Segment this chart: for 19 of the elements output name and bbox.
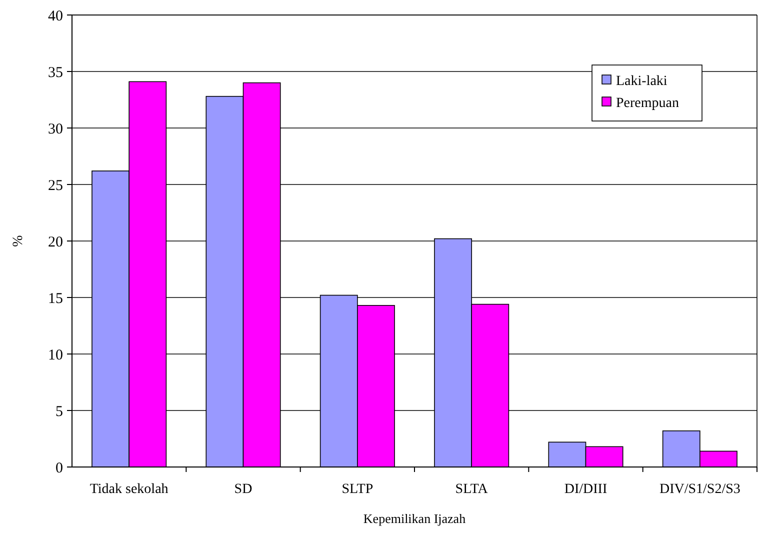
legend-label: Perempuan bbox=[616, 96, 679, 111]
x-tick-label: DI/DIII bbox=[564, 482, 608, 497]
legend-label: Laki-laki bbox=[616, 74, 668, 89]
x-tick-label: SLTA bbox=[455, 482, 489, 497]
y-tick-label: 10 bbox=[48, 347, 63, 364]
y-tick-label: 35 bbox=[48, 64, 63, 81]
y-tick-label: 30 bbox=[48, 121, 63, 138]
x-axis-title: Kepemilikan Ijazah bbox=[363, 511, 466, 526]
y-tick-label: 0 bbox=[56, 460, 63, 476]
y-tick-label: 25 bbox=[48, 178, 63, 194]
x-tick-label: DIV/S1/S2/S3 bbox=[659, 482, 740, 497]
x-tick-label: SD bbox=[234, 482, 252, 497]
y-axis-title: % bbox=[11, 234, 26, 247]
y-tick-label: 20 bbox=[48, 234, 63, 250]
x-tick-label: SLTP bbox=[342, 482, 374, 497]
x-tick-label: Tidak sekolah bbox=[90, 482, 168, 497]
y-tick-label: 15 bbox=[48, 290, 63, 307]
y-tick-label: 40 bbox=[48, 8, 63, 24]
y-tick-label: 5 bbox=[56, 404, 63, 420]
